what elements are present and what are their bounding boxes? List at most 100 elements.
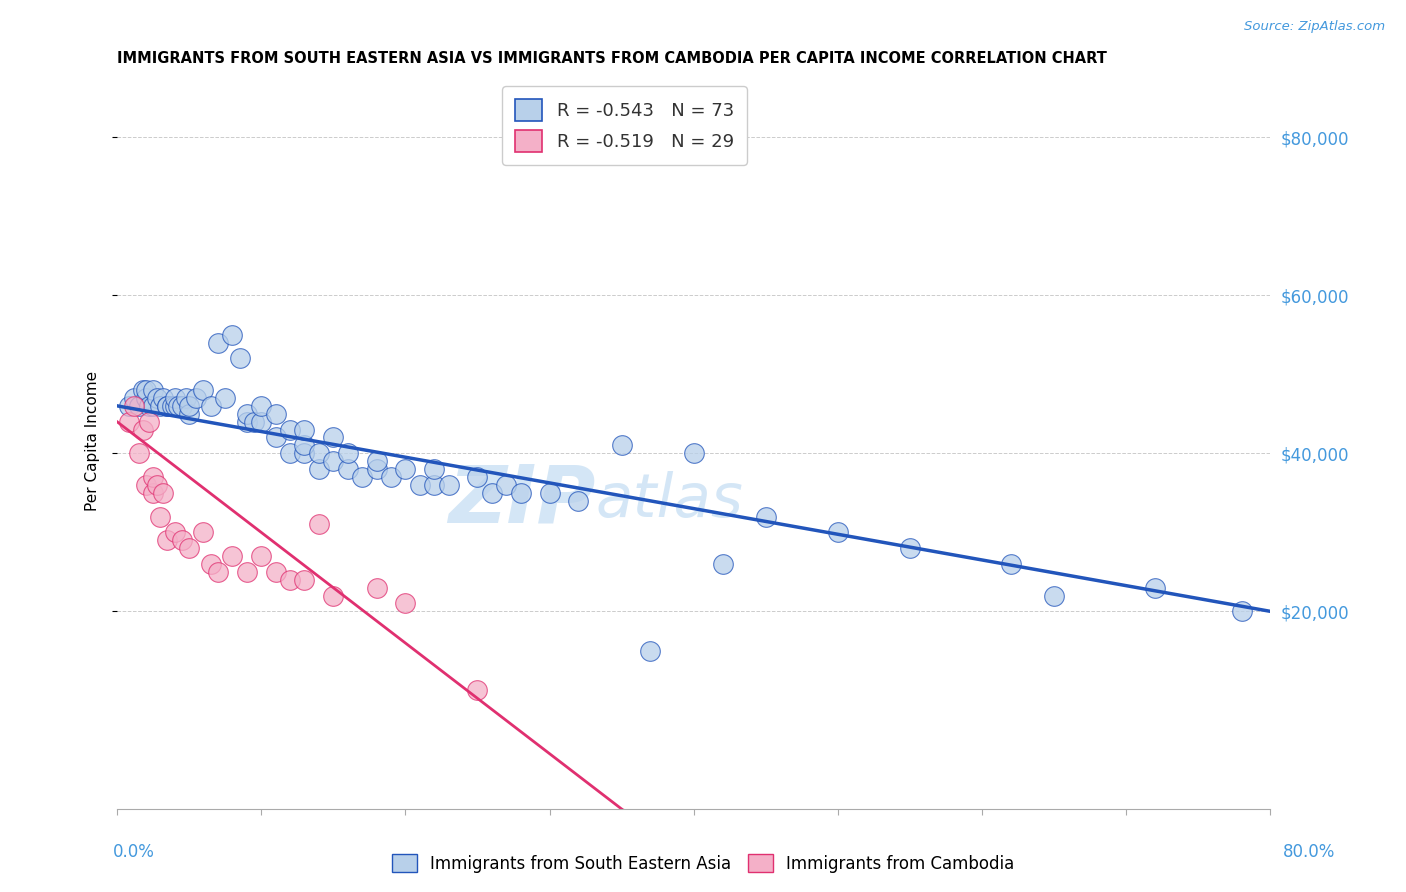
Point: [294, 573, 316, 587]
Point: [177, 407, 200, 421]
Legend: R = -0.543   N = 73, R = -0.519   N = 29: R = -0.543 N = 73, R = -0.519 N = 29: [502, 87, 747, 165]
Point: [1230, 604, 1253, 618]
Point: [538, 485, 561, 500]
Point: [193, 525, 215, 540]
Point: [221, 549, 243, 563]
Point: [250, 415, 273, 429]
Point: [186, 391, 208, 405]
Point: [567, 493, 589, 508]
Point: [160, 399, 183, 413]
Point: [394, 597, 416, 611]
Point: [149, 399, 172, 413]
Point: [146, 391, 169, 405]
Point: [682, 446, 704, 460]
Point: [138, 415, 160, 429]
Point: [366, 454, 388, 468]
Point: [207, 335, 229, 350]
Point: [193, 383, 215, 397]
Y-axis label: Per Capita Income: Per Capita Income: [86, 371, 100, 511]
Point: [322, 589, 344, 603]
Point: [170, 399, 193, 413]
Point: [322, 430, 344, 444]
Point: [308, 462, 330, 476]
Point: [467, 470, 489, 484]
Point: [152, 485, 174, 500]
Point: [294, 438, 316, 452]
Point: [174, 391, 197, 405]
Point: [132, 423, 155, 437]
Point: [278, 423, 301, 437]
Point: [322, 454, 344, 468]
Point: [278, 446, 301, 460]
Point: [142, 470, 165, 484]
Point: [366, 581, 388, 595]
Point: [711, 557, 734, 571]
Point: [1043, 589, 1066, 603]
Point: [294, 423, 316, 437]
Point: [250, 399, 273, 413]
Point: [336, 462, 359, 476]
Point: [177, 399, 200, 413]
Text: ZIP: ZIP: [449, 461, 596, 540]
Point: [294, 446, 316, 460]
Point: [278, 573, 301, 587]
Point: [481, 485, 503, 500]
Point: [380, 470, 402, 484]
Point: [200, 557, 222, 571]
Point: [166, 399, 188, 413]
Point: [170, 533, 193, 548]
Text: atlas: atlas: [596, 471, 744, 530]
Point: [827, 525, 849, 540]
Point: [898, 541, 921, 555]
Point: [437, 478, 460, 492]
Point: [200, 399, 222, 413]
Point: [1000, 557, 1022, 571]
Point: [128, 446, 150, 460]
Point: [156, 399, 179, 413]
Point: [228, 351, 250, 366]
Point: [149, 509, 172, 524]
Point: [135, 383, 157, 397]
Point: [308, 517, 330, 532]
Point: [135, 391, 157, 405]
Point: [117, 399, 139, 413]
Point: [207, 565, 229, 579]
Text: IMMIGRANTS FROM SOUTH EASTERN ASIA VS IMMIGRANTS FROM CAMBODIA PER CAPITA INCOME: IMMIGRANTS FROM SOUTH EASTERN ASIA VS IM…: [117, 51, 1107, 66]
Point: [177, 541, 200, 555]
Point: [250, 549, 273, 563]
Point: [235, 415, 257, 429]
Text: 0.0%: 0.0%: [112, 843, 155, 861]
Point: [138, 399, 160, 413]
Point: [163, 399, 186, 413]
Point: [156, 533, 179, 548]
Point: [308, 446, 330, 460]
Point: [235, 565, 257, 579]
Point: [135, 478, 157, 492]
Point: [142, 485, 165, 500]
Point: [467, 683, 489, 698]
Point: [509, 485, 531, 500]
Point: [264, 565, 287, 579]
Point: [366, 462, 388, 476]
Text: Source: ZipAtlas.com: Source: ZipAtlas.com: [1244, 20, 1385, 33]
Point: [146, 478, 169, 492]
Point: [122, 399, 145, 413]
Point: [163, 525, 186, 540]
Point: [1144, 581, 1167, 595]
Point: [755, 509, 778, 524]
Point: [122, 391, 145, 405]
Point: [117, 415, 139, 429]
Point: [495, 478, 517, 492]
Point: [163, 391, 186, 405]
Point: [152, 391, 174, 405]
Point: [142, 383, 165, 397]
Legend: Immigrants from South Eastern Asia, Immigrants from Cambodia: Immigrants from South Eastern Asia, Immi…: [385, 847, 1021, 880]
Point: [142, 399, 165, 413]
Point: [264, 407, 287, 421]
Point: [423, 462, 446, 476]
Point: [132, 383, 155, 397]
Text: 80.0%: 80.0%: [1284, 843, 1336, 861]
Point: [610, 438, 633, 452]
Point: [394, 462, 416, 476]
Point: [264, 430, 287, 444]
